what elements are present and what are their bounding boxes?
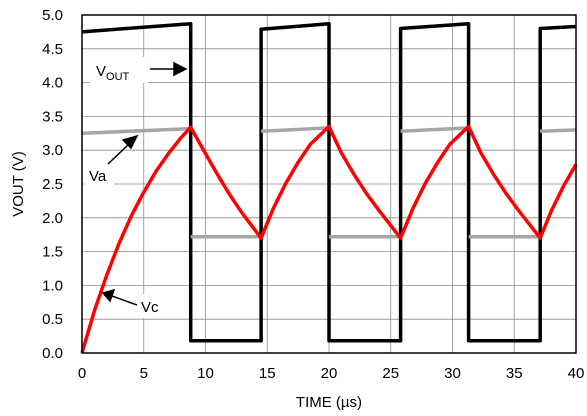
va-annotation-label: Va (89, 168, 107, 185)
va-series-segment (261, 126, 330, 134)
x-tick-label: 30 (444, 365, 461, 382)
y-tick-label: 3.5 (42, 108, 63, 125)
y-tick-label: 5.0 (42, 7, 63, 24)
y-tick-label: 0.5 (42, 311, 63, 328)
y-tick-label: 4.0 (42, 75, 63, 92)
y-tick-label: 2.5 (42, 176, 63, 193)
y-tick-label: 2.0 (42, 210, 63, 227)
vc-series-line (80, 124, 578, 354)
x-axis-title: TIME (µs) (296, 394, 362, 411)
y-tick-label: 1.5 (42, 244, 63, 261)
va-series-segment (400, 126, 469, 134)
vc-annotation-arrow (101, 288, 138, 306)
y-tick-label: 1.0 (42, 277, 63, 294)
y-axis-title: VOUT (V) (10, 151, 27, 217)
x-tick-label: 5 (140, 365, 148, 382)
plot-frame (81, 14, 577, 354)
vout-annotation: VOUT (90, 57, 188, 83)
vc-annotation-label: Vc (141, 299, 159, 316)
x-tick-label: 25 (382, 365, 399, 382)
x-tick-label: 35 (506, 365, 523, 382)
x-tick-label: 15 (259, 365, 276, 382)
series-group (80, 22, 578, 354)
vout-annotation-subscript: OUT (106, 71, 130, 83)
va-series-segment (81, 126, 191, 136)
x-tick-label: 0 (78, 365, 86, 382)
y-tick-label: 4.5 (42, 41, 63, 58)
x-tick-label: 40 (568, 365, 585, 382)
vout-annotation-main: V (96, 63, 106, 80)
vout-series-line (81, 22, 577, 343)
va-annotation-arrow (107, 134, 139, 165)
vout-annotation-label: VOUT (96, 63, 130, 83)
x-tick-label: 10 (197, 365, 214, 382)
va-annotation: Va (84, 134, 139, 187)
tick-labels: 0 5 10 15 20 25 30 35 40 0.0 0.5 1.0 1.5 2.0 2.5 3.0 3.5… (42, 7, 584, 382)
x-tick-label: 20 (321, 365, 338, 382)
y-tick-label: 3.0 (42, 142, 63, 159)
vout-annotation-arrow (150, 61, 188, 77)
vc-annotation: Vc (101, 288, 164, 318)
va-series-segment (540, 128, 577, 134)
y-tick-label: 0.0 (42, 345, 63, 362)
